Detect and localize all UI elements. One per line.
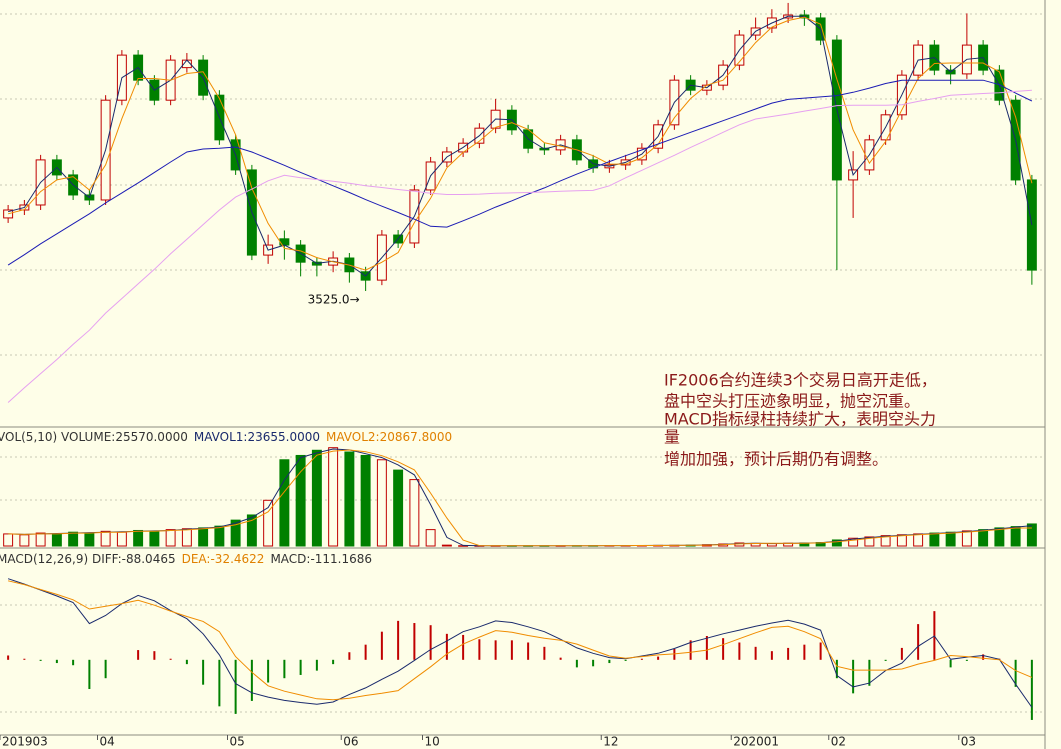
volume-bar (848, 537, 859, 547)
header-item: VOL(5,10) VOLUME:25570.0000 (0, 430, 188, 444)
header-item: MAVOL1:23655.0000 (194, 430, 320, 444)
ma-line (7, 15, 1033, 277)
volume-bar (441, 544, 452, 547)
x-tick-label: 02 (831, 735, 846, 749)
x-tick-label: 12 (603, 735, 618, 749)
volume-bar (116, 531, 127, 547)
volume-bar (864, 536, 875, 547)
volume-bar (100, 530, 111, 547)
candle-body (1026, 179, 1037, 271)
volume-bar (831, 539, 842, 547)
volume-bar (19, 534, 30, 547)
panel-header: MACD(12,26,9) DIFF:-88.0465 DEA:-32.4622 M… (0, 552, 372, 566)
volume-bar (994, 527, 1005, 547)
x-tick-label: 202001 (733, 735, 779, 749)
volume-bar (68, 531, 79, 547)
volume-bar (214, 525, 225, 547)
ma-line (8, 449, 1032, 547)
annotation: 盘中空头打压迹象明显，抛空沉重。 (664, 392, 920, 411)
volume-bar (961, 530, 972, 547)
ma-line (7, 580, 1033, 701)
volume-bar (913, 533, 924, 547)
volume-bar (360, 454, 371, 547)
volume-bar (929, 532, 940, 547)
volume-bar (279, 459, 290, 547)
volume-bar (393, 469, 404, 547)
header-item: DEA:-32.4622 (182, 552, 265, 566)
volume-bar (880, 535, 891, 547)
x-tick-label: 10 (425, 735, 440, 749)
x-tick-label: 05 (230, 735, 245, 749)
x-tick-label: 201903 (2, 735, 48, 749)
ma-line (7, 89, 1032, 403)
ma-line (7, 578, 1033, 708)
volume-bar (263, 499, 274, 547)
volume-bar (376, 459, 387, 547)
volume-bar (35, 532, 46, 547)
volume-bar (84, 532, 95, 547)
header-item: MACD:-111.1686 (270, 552, 372, 566)
volume-bar (133, 529, 144, 547)
ma-line (7, 16, 1033, 271)
candle-body (3, 209, 14, 219)
volume-bar (409, 479, 420, 547)
volume-bar (230, 519, 241, 547)
ma-line (7, 79, 1033, 266)
volume-bar (978, 529, 989, 547)
volume-bar (246, 514, 257, 547)
volume-bar (51, 533, 62, 547)
x-tick-label: 03 (961, 735, 976, 749)
annotation: 量 (664, 428, 680, 447)
panel-header: VOL(5,10) VOLUME:25570.0000 MAVOL1:23655.… (0, 430, 452, 444)
volume-bar (149, 530, 160, 547)
volume-bar (425, 529, 436, 547)
annotation: MACD指标绿柱持续扩大，表明空头力 (664, 410, 936, 429)
volume-bar (181, 528, 192, 547)
header-item: MACD(12,26,9) DIFF:-88.0465 (0, 552, 176, 566)
annotation: IF2006合约连续3个交易日高开走低， (664, 371, 937, 390)
volume-bar (1010, 526, 1021, 547)
header-item: MAVOL2:20867.8000 (326, 430, 452, 444)
volume-bar (3, 533, 14, 547)
min-label: 3525.0→ (308, 292, 360, 306)
volume-bar (945, 531, 956, 547)
volume-bar (328, 447, 339, 547)
x-tick-label: 06 (343, 735, 358, 749)
volume-bar (198, 527, 209, 547)
volume-bar (295, 454, 306, 547)
volume-bar (165, 529, 176, 547)
annotation: 增加加强，预计后期仍有调整。 (664, 450, 888, 469)
volume-bar (344, 451, 355, 547)
x-tick-label: 04 (100, 735, 115, 749)
volume-bar (311, 449, 322, 547)
volume-bar (1026, 523, 1037, 547)
